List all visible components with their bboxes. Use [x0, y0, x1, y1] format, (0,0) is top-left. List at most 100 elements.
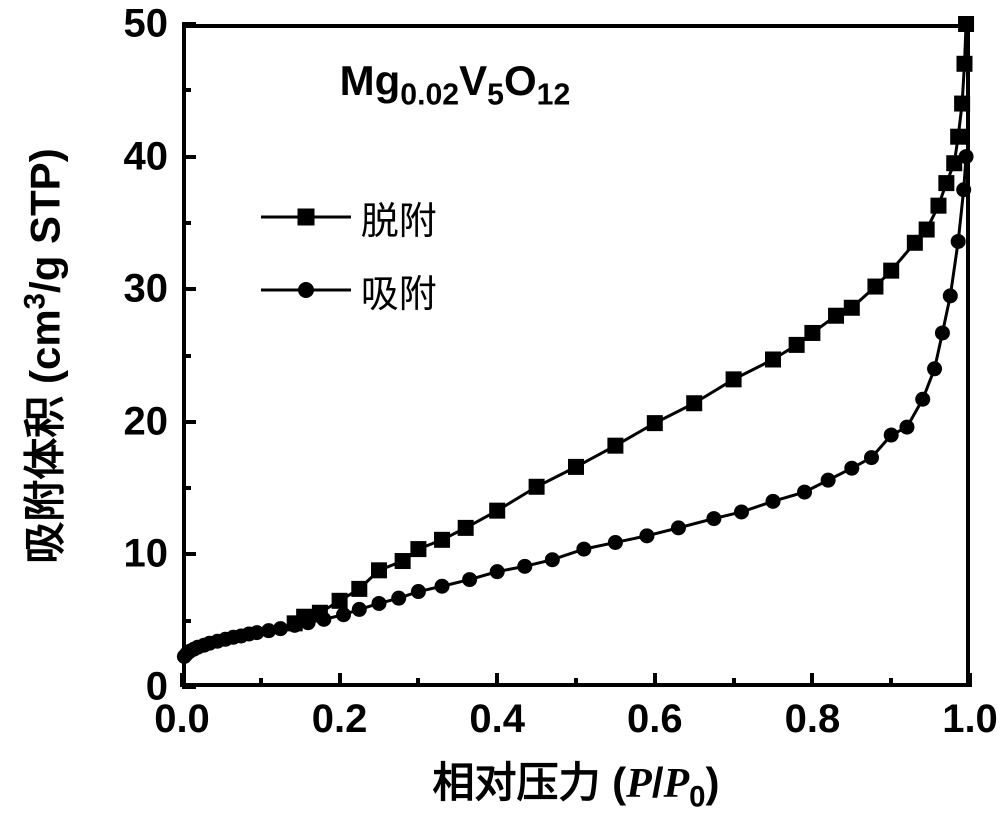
- y-axis-label: 吸附体积 (cm3/g STP): [12, 148, 73, 563]
- marker-adsorption: [490, 564, 505, 579]
- marker-adsorption: [927, 361, 942, 376]
- marker-desorption: [458, 520, 474, 536]
- marker-adsorption: [202, 636, 217, 651]
- marker-adsorption: [608, 535, 623, 550]
- marker-desorption: [489, 503, 505, 519]
- y-tick-label: 20: [124, 399, 169, 444]
- y-tick: [182, 88, 191, 92]
- x-tick-label: 0.2: [312, 697, 368, 742]
- marker-desorption: [296, 609, 312, 625]
- marker-adsorption: [177, 649, 192, 664]
- marker-desorption: [867, 279, 883, 295]
- series-line-desorption: [295, 24, 966, 623]
- marker-adsorption: [182, 644, 197, 659]
- marker-adsorption: [210, 634, 225, 649]
- marker-adsorption: [517, 559, 532, 574]
- marker-adsorption: [462, 572, 477, 587]
- marker-adsorption: [864, 450, 879, 465]
- marker-desorption: [351, 581, 367, 597]
- marker-adsorption: [766, 494, 781, 509]
- marker-desorption: [395, 553, 411, 569]
- y-tick: [182, 354, 191, 358]
- marker-adsorption: [316, 612, 331, 627]
- marker-adsorption: [352, 602, 367, 617]
- marker-adsorption: [273, 621, 288, 636]
- marker-adsorption: [241, 626, 256, 641]
- y-tick: [182, 155, 196, 159]
- x-tick: [653, 673, 657, 687]
- marker-adsorption: [234, 628, 249, 643]
- legend-sample-icon: [261, 278, 351, 302]
- marker-desorption: [938, 175, 954, 191]
- marker-desorption: [958, 16, 974, 32]
- marker-adsorption: [899, 420, 914, 435]
- marker-adsorption: [391, 591, 406, 606]
- marker-desorption: [930, 198, 946, 214]
- marker-adsorption: [190, 640, 205, 655]
- marker-adsorption: [186, 642, 201, 657]
- marker-adsorption: [734, 504, 749, 519]
- legend-item-adsorption: 吸附: [261, 263, 437, 318]
- marker-adsorption: [197, 638, 212, 653]
- x-tick: [968, 673, 972, 687]
- legend-label: 吸附: [361, 263, 437, 318]
- x-tick: [889, 678, 893, 687]
- marker-desorption: [946, 155, 962, 171]
- marker-desorption: [883, 263, 899, 279]
- marker-adsorption: [935, 325, 950, 340]
- marker-adsorption: [226, 630, 241, 645]
- marker-desorption: [844, 300, 860, 316]
- chemical-formula-label: Mg0.02V5O12: [340, 57, 571, 105]
- marker-desorption: [529, 479, 545, 495]
- x-tick: [574, 678, 578, 687]
- y-tick-label: 10: [124, 532, 169, 577]
- x-tick: [259, 678, 263, 687]
- x-tick-label: 0.4: [469, 697, 525, 742]
- legend-item-desorption: 脱附: [261, 190, 437, 245]
- marker-adsorption: [959, 149, 974, 164]
- y-tick-label: 0: [146, 665, 168, 710]
- marker-desorption: [312, 605, 328, 621]
- marker-adsorption: [435, 579, 450, 594]
- plot-area: Mg0.02V5O12 脱附吸附: [182, 24, 970, 687]
- marker-desorption: [907, 235, 923, 251]
- marker-desorption: [804, 325, 820, 341]
- marker-desorption: [956, 56, 972, 72]
- marker-desorption: [919, 222, 935, 238]
- legend-sample-icon: [261, 205, 351, 229]
- marker-desorption: [434, 532, 450, 548]
- marker-adsorption: [545, 552, 560, 567]
- marker-desorption: [287, 615, 303, 631]
- marker-adsorption: [706, 511, 721, 526]
- plot-border: [182, 24, 970, 687]
- marker-desorption: [954, 96, 970, 112]
- marker-desorption: [607, 438, 623, 454]
- x-tick: [732, 678, 736, 687]
- x-tick-label: 1.0: [942, 697, 998, 742]
- marker-adsorption: [671, 520, 686, 535]
- y-tick-label: 50: [124, 2, 169, 47]
- y-tick-label: 30: [124, 267, 169, 312]
- marker-desorption: [686, 395, 702, 411]
- marker-desorption: [647, 415, 663, 431]
- marker-desorption: [789, 337, 805, 353]
- marker-adsorption: [218, 632, 233, 647]
- marker-adsorption: [956, 182, 971, 197]
- marker-adsorption: [797, 485, 812, 500]
- x-tick: [338, 673, 342, 687]
- marker-adsorption: [576, 542, 591, 557]
- y-tick: [182, 552, 196, 556]
- x-axis-label: 相对压力 (P/P0): [433, 749, 720, 814]
- y-tick: [182, 287, 196, 291]
- figure: Mg0.02V5O12 脱附吸附 相对压力 (P/P0) 吸附体积 (cm3/g…: [0, 0, 1000, 837]
- legend-label: 脱附: [361, 190, 437, 245]
- marker-desorption: [371, 562, 387, 578]
- marker-adsorption: [951, 234, 966, 249]
- y-tick: [182, 22, 196, 26]
- marker-adsorption: [411, 584, 426, 599]
- marker-adsorption: [844, 461, 859, 476]
- x-tick-label: 0.6: [627, 697, 683, 742]
- y-tick: [182, 221, 191, 225]
- y-tick-label: 40: [124, 134, 169, 179]
- marker-adsorption: [915, 392, 930, 407]
